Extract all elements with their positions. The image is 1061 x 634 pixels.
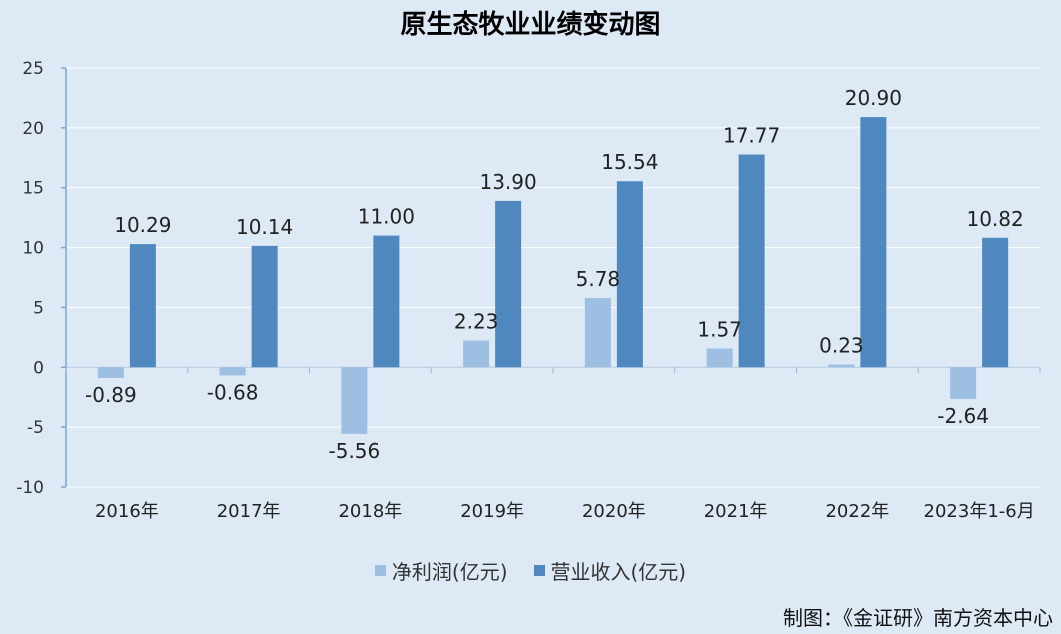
y-tick-label: 20 — [22, 119, 44, 139]
y-tick-label: -5 — [27, 418, 44, 438]
bar-net-profit — [341, 367, 368, 434]
bar-net-profit — [950, 367, 977, 399]
bar-revenue — [251, 245, 278, 368]
axes: 25 20 15 10 5 0 -5 -10 — [16, 59, 1041, 498]
data-label-net-profit: 1.57 — [697, 317, 742, 341]
data-label-revenue: 11.00 — [358, 205, 415, 229]
source-note: 制图：《金证研》南方资本中心 — [783, 606, 1053, 630]
data-label-net-profit: -0.89 — [85, 383, 137, 407]
data-label-revenue: 13.90 — [479, 170, 536, 194]
data-label-revenue: 10.29 — [114, 213, 171, 237]
x-category-label: 2022年 — [825, 501, 889, 522]
legend-label-revenue: 营业收入(亿元) — [550, 560, 687, 584]
data-label-net-profit: -5.56 — [329, 439, 381, 463]
bars — [97, 117, 1009, 434]
bar-net-profit — [828, 364, 855, 368]
x-category-label: 2019年 — [460, 501, 524, 522]
y-tick-label: 0 — [33, 358, 44, 378]
grid — [66, 67, 1040, 488]
data-label-net-profit: 5.78 — [576, 267, 621, 291]
bar-net-profit — [584, 298, 611, 368]
bar-net-profit — [463, 340, 490, 368]
data-label-revenue: 10.82 — [966, 207, 1023, 231]
bar-revenue — [495, 200, 522, 368]
y-tick-label: 15 — [22, 179, 44, 199]
labels: -0.89 10.29 2016年 -0.68 10.14 2017年 -5.56 11.00… — [85, 86, 1035, 522]
x-category-label: 2021年 — [704, 501, 768, 522]
bar-revenue — [982, 237, 1009, 368]
data-label-net-profit: -0.68 — [207, 380, 259, 404]
legend: 净利润(亿元) 营业收入(亿元) — [0, 556, 1061, 585]
legend-item-net-profit: 净利润(亿元) — [374, 556, 508, 585]
bar-revenue — [373, 235, 400, 368]
bar-revenue — [860, 117, 887, 368]
x-category-label: 2023年1-6月 — [924, 501, 1035, 522]
x-category-label: 2017年 — [217, 501, 281, 522]
legend-item-revenue: 营业收入(亿元) — [533, 556, 687, 585]
data-label-net-profit: -2.64 — [937, 404, 989, 428]
y-tick-label: 25 — [22, 59, 44, 79]
data-label-revenue: 15.54 — [601, 150, 658, 174]
y-tick-label: 10 — [22, 239, 44, 259]
legend-label-net-profit: 净利润(亿元) — [391, 560, 508, 584]
bar-revenue — [738, 154, 765, 368]
legend-swatch-net-profit — [374, 565, 386, 576]
data-label-revenue: 20.90 — [845, 86, 902, 110]
bar-revenue — [129, 244, 156, 368]
chart-title: 原生态牧业业绩变动图 — [400, 10, 661, 40]
data-label-revenue: 10.14 — [236, 215, 293, 239]
x-category-label: 2020年 — [582, 501, 646, 522]
bar-revenue — [616, 181, 643, 368]
bar-net-profit — [97, 367, 124, 378]
bar-net-profit — [706, 348, 733, 368]
data-label-revenue: 17.77 — [723, 124, 780, 148]
bar-net-profit — [219, 367, 246, 376]
x-category-label: 2016年 — [95, 501, 159, 522]
legend-swatch-revenue — [533, 565, 545, 576]
data-label-net-profit: 2.23 — [454, 310, 499, 334]
x-category-label: 2018年 — [338, 501, 402, 522]
y-tick-label: -10 — [16, 478, 44, 498]
data-label-net-profit: 0.23 — [819, 334, 864, 358]
y-tick-label: 5 — [33, 298, 44, 318]
